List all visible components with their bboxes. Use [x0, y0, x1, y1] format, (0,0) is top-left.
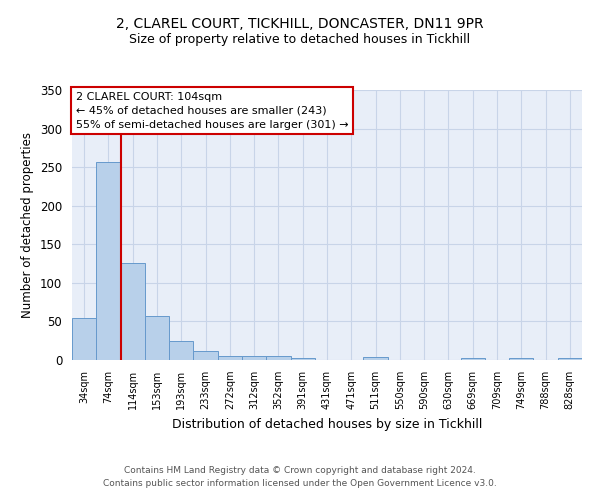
Bar [290, 358, 315, 360]
Bar [218, 356, 242, 360]
Bar [96, 162, 121, 360]
X-axis label: Distribution of detached houses by size in Tickhill: Distribution of detached houses by size … [172, 418, 482, 430]
Bar [193, 350, 218, 360]
Bar [558, 358, 582, 360]
Text: Contains HM Land Registry data © Crown copyright and database right 2024.
Contai: Contains HM Land Registry data © Crown c… [103, 466, 497, 487]
Bar [364, 357, 388, 360]
Bar [121, 263, 145, 360]
Text: Size of property relative to detached houses in Tickhill: Size of property relative to detached ho… [130, 32, 470, 46]
Bar [72, 318, 96, 360]
Y-axis label: Number of detached properties: Number of detached properties [22, 132, 34, 318]
Bar [169, 340, 193, 360]
Bar [242, 356, 266, 360]
Text: 2, CLAREL COURT, TICKHILL, DONCASTER, DN11 9PR: 2, CLAREL COURT, TICKHILL, DONCASTER, DN… [116, 18, 484, 32]
Bar [461, 358, 485, 360]
Bar [509, 358, 533, 360]
Text: 2 CLAREL COURT: 104sqm
← 45% of detached houses are smaller (243)
55% of semi-de: 2 CLAREL COURT: 104sqm ← 45% of detached… [76, 92, 348, 130]
Bar [145, 316, 169, 360]
Bar [266, 356, 290, 360]
